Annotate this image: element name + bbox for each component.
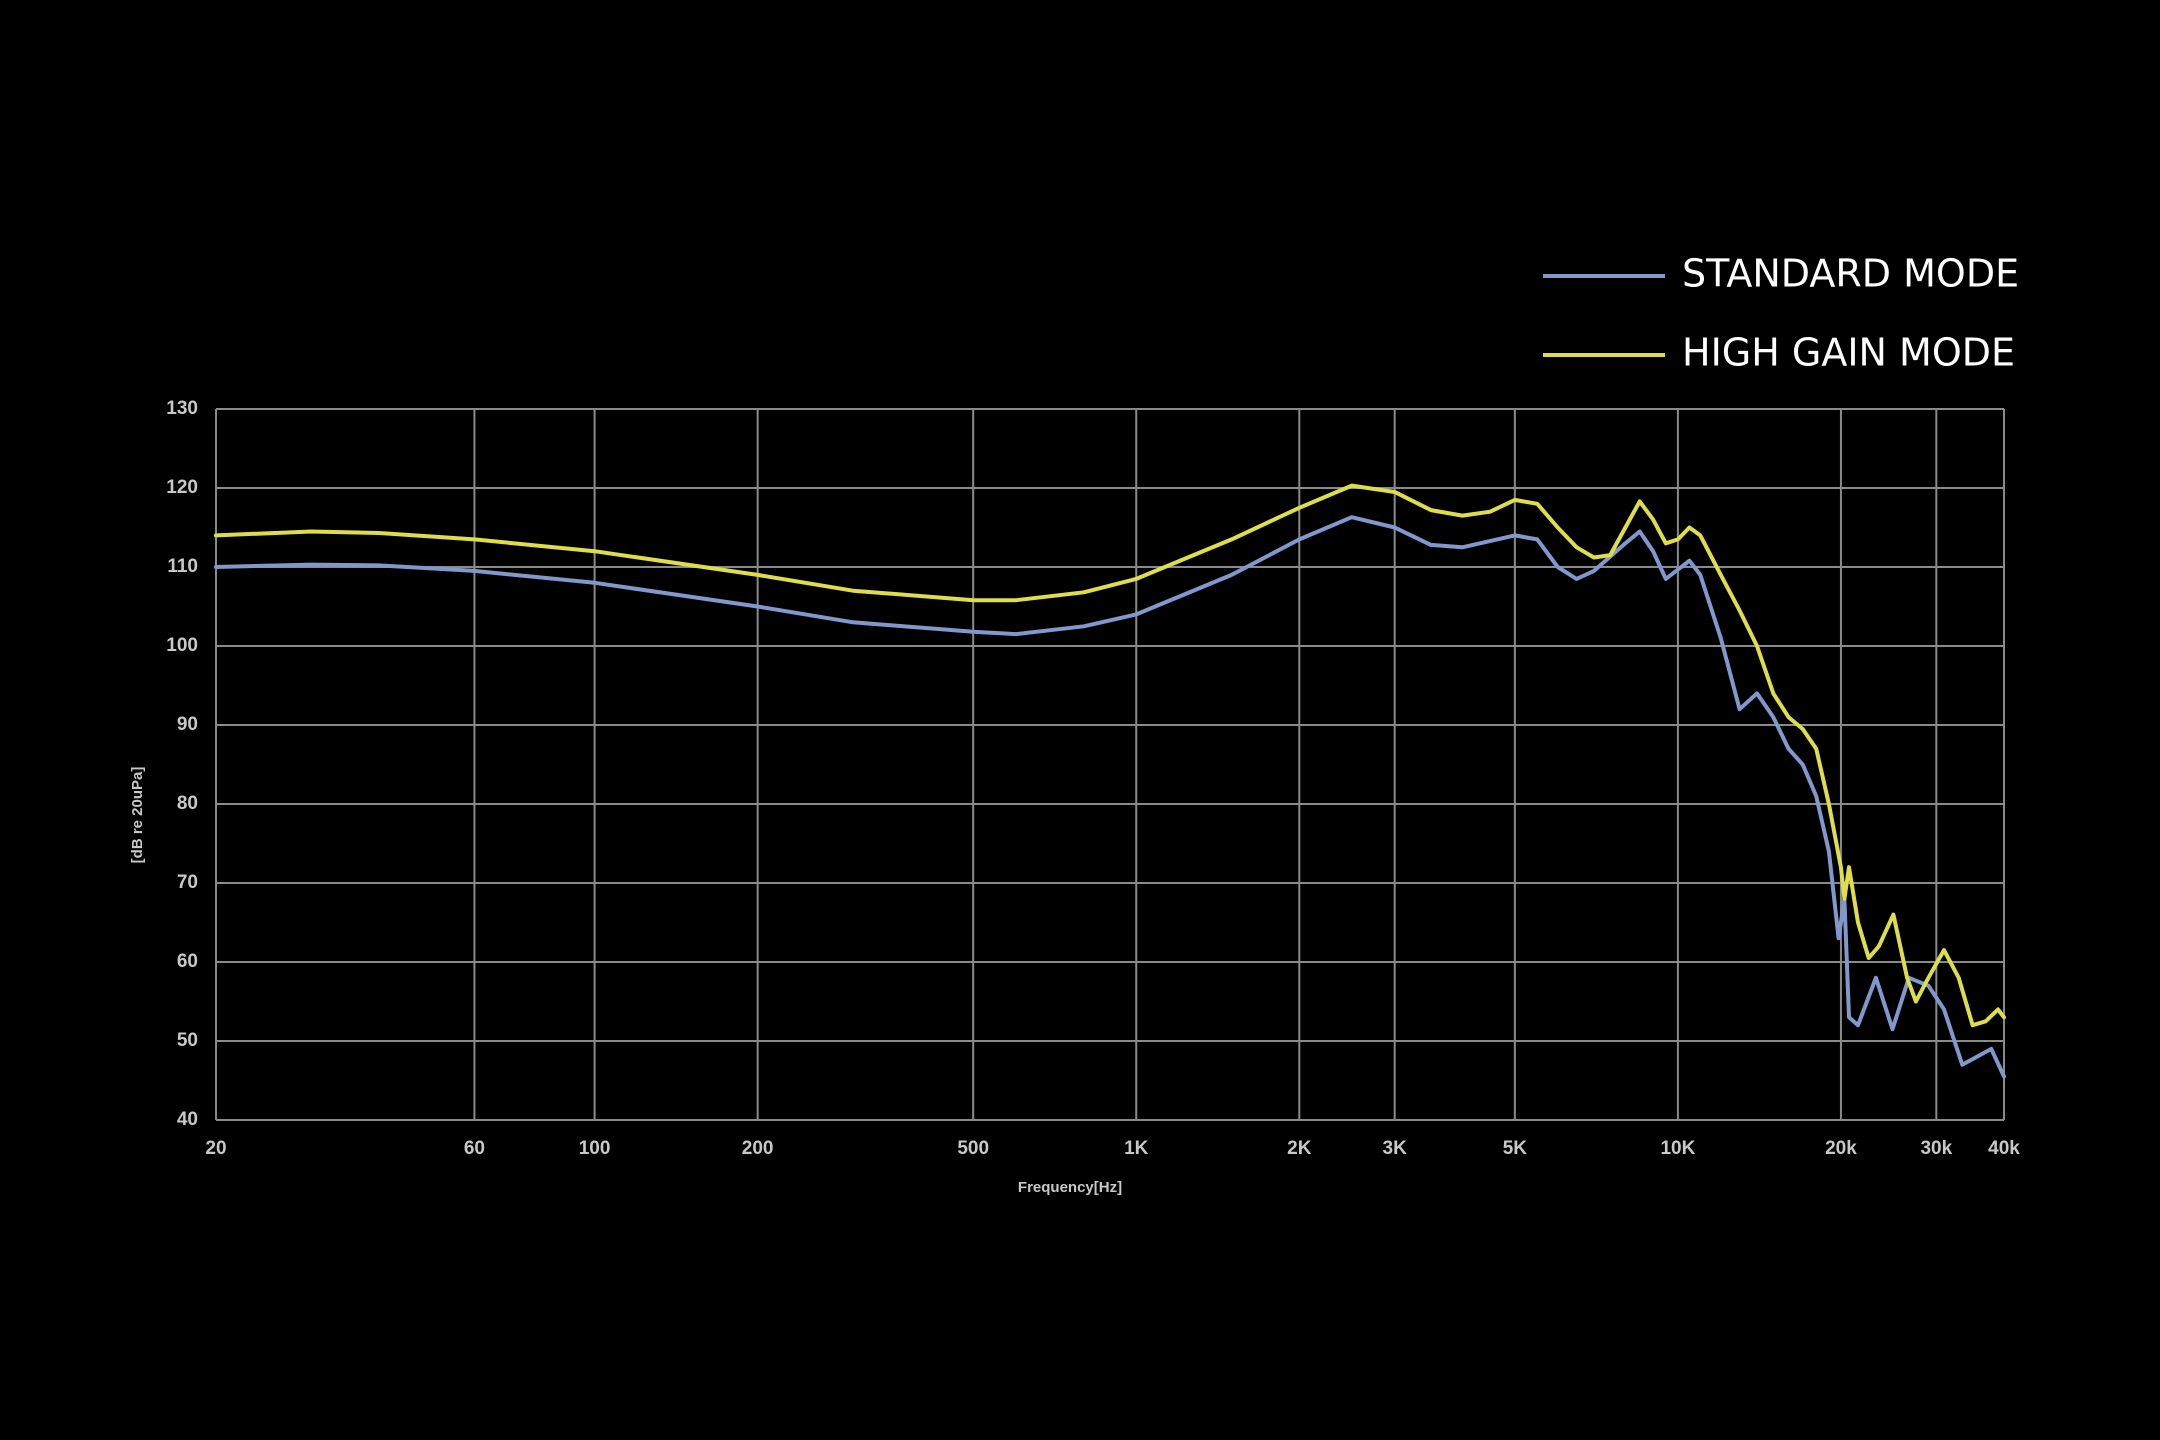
y-tick-label: 110 xyxy=(167,556,198,577)
legend-label: STANDARD MODE xyxy=(1682,252,2019,296)
series-line xyxy=(214,515,2006,1079)
x-tick-label: 3K xyxy=(1383,1138,1408,1159)
series-line xyxy=(214,483,2006,1028)
x-tick-label: 2K xyxy=(1287,1138,1312,1159)
y-tick-label: 80 xyxy=(177,793,198,814)
x-tick-label: 60 xyxy=(464,1138,485,1159)
x-tick-label: 5K xyxy=(1503,1138,1528,1159)
x-tick-label: 100 xyxy=(579,1138,611,1159)
x-tick-label: 500 xyxy=(957,1138,989,1159)
x-tick-label: 1K xyxy=(1124,1138,1149,1159)
x-tick-label: 20 xyxy=(205,1138,226,1159)
x-tick-label: 40k xyxy=(1988,1138,2020,1159)
y-tick-label: 90 xyxy=(177,714,198,735)
y-tick-label: 40 xyxy=(177,1109,198,1130)
x-axis-title: Frequency[Hz] xyxy=(1018,1179,1122,1196)
y-tick-label: 130 xyxy=(166,398,198,419)
x-tick-label: 20k xyxy=(1825,1138,1857,1159)
y-tick-label: 60 xyxy=(177,951,198,972)
x-tick-label: 10K xyxy=(1660,1138,1695,1159)
y-tick-label: 100 xyxy=(166,635,198,656)
x-tick-label: 30k xyxy=(1920,1138,1952,1159)
y-tick-label: 70 xyxy=(177,872,198,893)
y-tick-label: 120 xyxy=(166,477,198,498)
y-tick-label: 50 xyxy=(177,1030,198,1051)
x-tick-label: 200 xyxy=(742,1138,774,1159)
legend-label: HIGH GAIN MODE xyxy=(1682,331,2015,375)
y-axis-title: [dB re 20uPa] xyxy=(129,767,146,864)
